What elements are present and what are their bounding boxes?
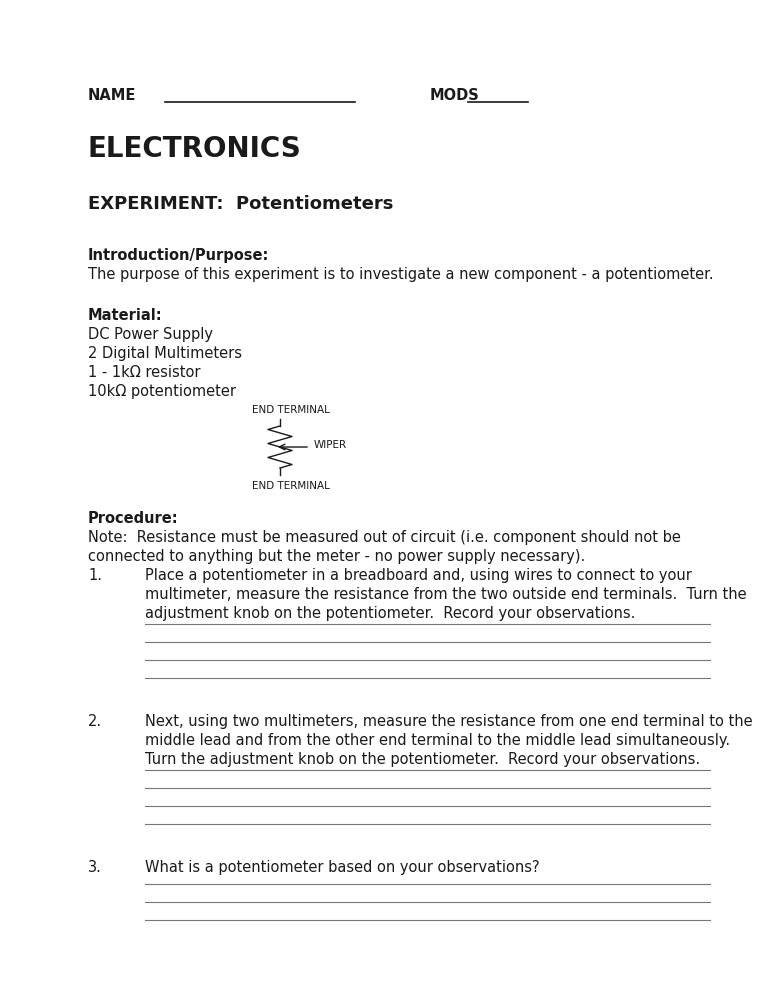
Text: Turn the adjustment knob on the potentiometer.  Record your observations.: Turn the adjustment knob on the potentio… [145, 752, 700, 767]
Text: middle lead and from the other end terminal to the middle lead simultaneously.: middle lead and from the other end termi… [145, 733, 730, 748]
Text: 3.: 3. [88, 860, 102, 875]
Text: Procedure:: Procedure: [88, 511, 179, 526]
Text: 2 Digital Multimeters: 2 Digital Multimeters [88, 346, 242, 361]
Text: ELECTRONICS: ELECTRONICS [88, 135, 302, 163]
Text: EXPERIMENT:  Potentiometers: EXPERIMENT: Potentiometers [88, 195, 393, 213]
Text: Next, using two multimeters, measure the resistance from one end terminal to the: Next, using two multimeters, measure the… [145, 714, 753, 729]
Text: What is a potentiometer based on your observations?: What is a potentiometer based on your ob… [145, 860, 540, 875]
Text: END TERMINAL: END TERMINAL [252, 481, 330, 491]
Text: Introduction/Purpose:: Introduction/Purpose: [88, 248, 270, 263]
Text: 1.: 1. [88, 568, 102, 583]
Text: 2.: 2. [88, 714, 102, 729]
Text: WIPER: WIPER [314, 440, 347, 450]
Text: Place a potentiometer in a breadboard and, using wires to connect to your: Place a potentiometer in a breadboard an… [145, 568, 692, 583]
Text: multimeter, measure the resistance from the two outside end terminals.  Turn the: multimeter, measure the resistance from … [145, 587, 746, 602]
Text: DC Power Supply: DC Power Supply [88, 327, 213, 342]
Text: 10kΩ potentiometer: 10kΩ potentiometer [88, 384, 236, 399]
Text: 1 - 1kΩ resistor: 1 - 1kΩ resistor [88, 365, 200, 380]
Text: connected to anything but the meter - no power supply necessary).: connected to anything but the meter - no… [88, 549, 585, 564]
Text: Note:  Resistance must be measured out of circuit (i.e. component should not be: Note: Resistance must be measured out of… [88, 530, 681, 545]
Text: adjustment knob on the potentiometer.  Record your observations.: adjustment knob on the potentiometer. Re… [145, 606, 635, 621]
Text: END TERMINAL: END TERMINAL [252, 405, 330, 415]
Text: MODS: MODS [430, 88, 480, 103]
Text: NAME: NAME [88, 88, 137, 103]
Text: The purpose of this experiment is to investigate a new component - a potentiomet: The purpose of this experiment is to inv… [88, 267, 713, 282]
Text: Material:: Material: [88, 308, 163, 323]
